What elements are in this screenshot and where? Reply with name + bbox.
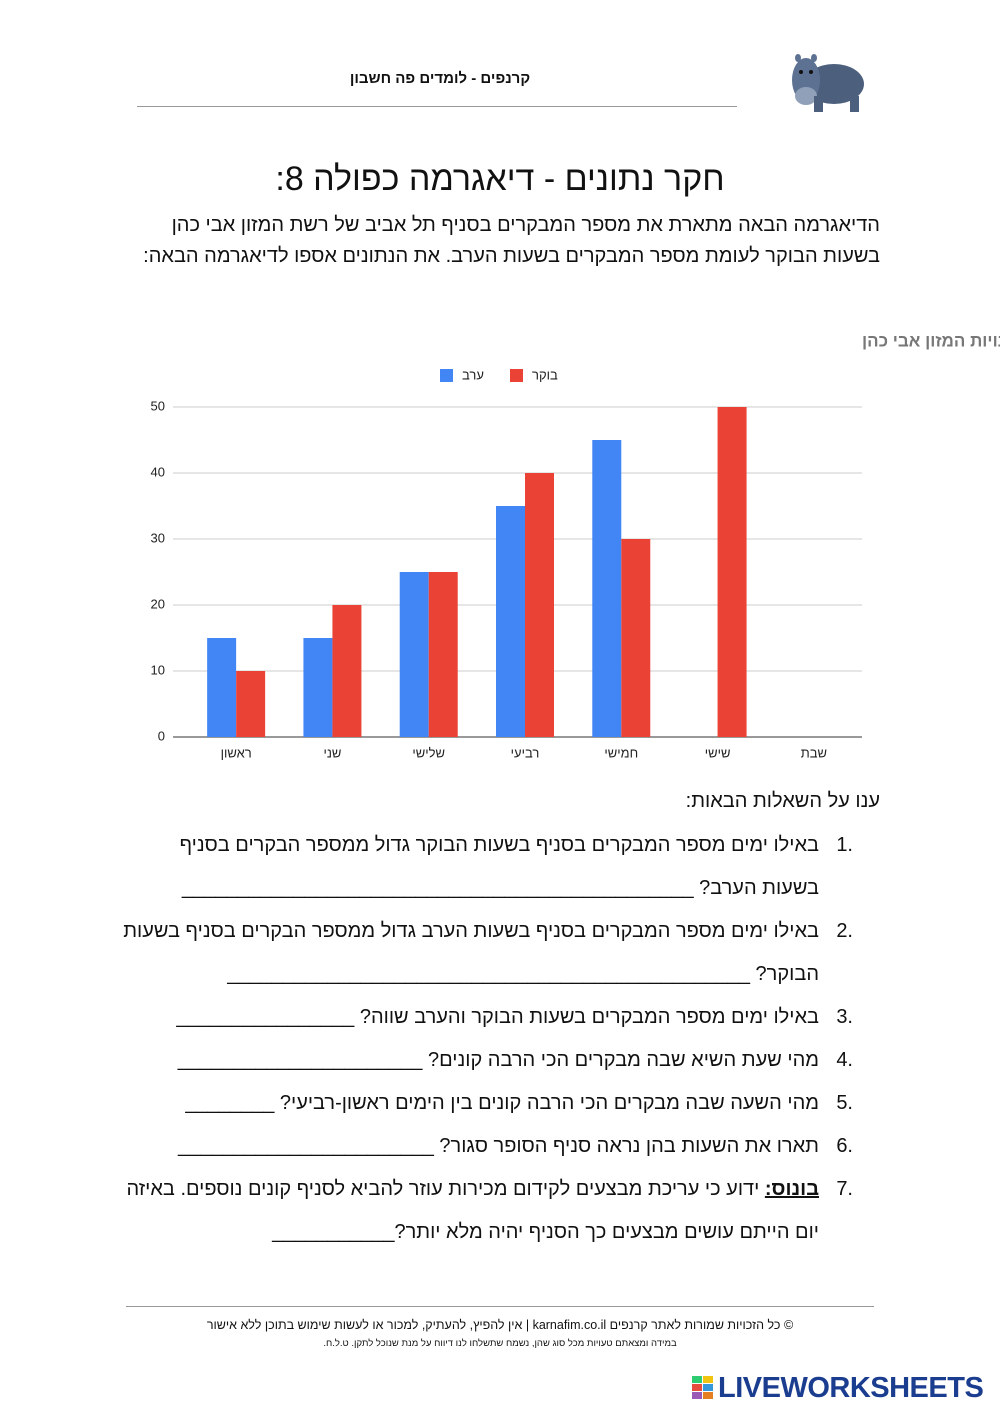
brand: LIVEWORKSHEETS — [718, 1372, 984, 1404]
bar — [399, 572, 429, 737]
question-body: מהי השעה שבה מבקרים הכי הרבה קונים בין ה… — [118, 1082, 819, 1125]
question-text: מהי השעה שבה מבקרים הכי הרבה קונים בין ה… — [185, 1092, 819, 1114]
y-tick-label: 40 — [151, 464, 165, 479]
bar — [592, 440, 622, 737]
legend-label: בוקר — [532, 367, 558, 382]
x-tick-label: חמישי — [604, 745, 638, 760]
x-tick-label: שלישי — [412, 745, 445, 760]
bar — [236, 671, 266, 737]
footer-note: במידה ומצאתם טעויות מכל סוג שהן, נשמח שת… — [323, 1338, 677, 1349]
y-tick-label: 50 — [151, 398, 165, 413]
chart: מספר המבקרים בשעות הבוקר והערב בסניף תל … — [151, 331, 1000, 760]
x-tick-label: שבת — [801, 745, 827, 760]
questions: 1. באילו ימים מספר המבקרים בסניף בשעות הב… — [118, 824, 853, 1254]
y-tick-label: 10 — [151, 662, 165, 677]
y-tick-label: 30 — [151, 530, 165, 545]
question-text: ידוע כי עריכת מבצעים לקידום מכירות עוזר … — [126, 1178, 819, 1243]
question-body: באילו ימים מספר המבקרים בשעות הבוקר והער… — [118, 996, 819, 1039]
question-number: 1. — [836, 834, 853, 856]
question: 4. מהי שעת השיא שבה מבקרים הכי הרבה קונים… — [118, 1039, 853, 1082]
y-tick-label: 20 — [151, 596, 165, 611]
footer-rule — [126, 1306, 874, 1307]
y-tick-label: 0 — [158, 728, 165, 743]
question-text: מהי שעת השיא שבה מבקרים הכי הרבה קונים? … — [177, 1049, 819, 1071]
question-text: באילו ימים מספר המבקרים בשעות הבוקר והער… — [176, 1006, 819, 1028]
intro: הדיאגרמה הבאה מתארת את מספר המבקרים בסני… — [143, 214, 880, 267]
question-text: באילו ימים מספר המבקרים בסניף בשעות הבוק… — [179, 834, 819, 899]
bar — [207, 638, 237, 737]
question-number: 5. — [836, 1092, 853, 1114]
question-number: 6. — [836, 1135, 853, 1157]
question: 2. באילו ימים מספר המבקרים בסניף בשעות הע… — [118, 910, 853, 996]
hippo-icon — [792, 54, 864, 112]
legend-swatch — [510, 369, 523, 382]
question-number: 2. — [836, 920, 853, 942]
questions-intro: ענו על השאלות הבאות: — [685, 790, 880, 812]
question-body: מהי שעת השיא שבה מבקרים הכי הרבה קונים? … — [118, 1039, 819, 1082]
question-text: באילו ימים מספר המבקרים בסניף בשעות הערב… — [123, 920, 819, 985]
question-body: בונוס: ידוע כי עריכת מבצעים לקידום מכירו… — [118, 1168, 819, 1254]
bar — [303, 638, 333, 737]
bar — [332, 605, 362, 737]
bar — [621, 539, 651, 737]
header-title: קרנפים - לומדים פה חשבון — [349, 70, 531, 87]
x-tick-label: ראשון — [221, 745, 252, 760]
x-tick-label: רביעי — [511, 745, 540, 760]
question-body: באילו ימים מספר המבקרים בסניף בשעות הבוק… — [118, 824, 819, 910]
bar — [496, 506, 525, 737]
question-number: 3. — [836, 1006, 853, 1028]
question-text: תארו את השעות בהן נראה סניף הסופר סגור? … — [178, 1135, 819, 1157]
legend-label: ערב — [462, 367, 484, 382]
question-label: בונוס: — [764, 1178, 819, 1200]
brand-logo — [692, 1376, 713, 1399]
bar — [717, 407, 747, 737]
question: 1. באילו ימים מספר המבקרים בסניף בשעות הב… — [118, 824, 853, 910]
x-tick-label: שישי — [705, 745, 731, 760]
question: 6. תארו את השעות בהן נראה סניף הסופר סגור… — [118, 1125, 853, 1168]
question: 7. בונוס: ידוע כי עריכת מבצעים לקידום מכי… — [118, 1168, 853, 1254]
legend-swatch — [440, 369, 453, 382]
page-title: חקר נתונים - דיאגרמה כפולה 8: — [275, 160, 725, 198]
question: 3. באילו ימים מספר המבקרים בשעות הבוקר וה… — [118, 996, 853, 1039]
bar — [525, 473, 554, 737]
x-tick-label: שני — [323, 745, 341, 760]
header-rule — [137, 106, 737, 107]
question-number: 7. — [836, 1178, 853, 1200]
footer-copyright: © כל הזכויות שמורות לאתר קרנפים karnafim… — [206, 1318, 794, 1332]
bar — [428, 572, 458, 737]
chart-title: מספר המבקרים בשעות הבוקר והערב בסניף תל … — [862, 331, 1000, 350]
question-body: באילו ימים מספר המבקרים בסניף בשעות הערב… — [118, 910, 819, 996]
question-number: 4. — [836, 1049, 853, 1071]
question-body: תארו את השעות בהן נראה סניף הסופר סגור? … — [118, 1125, 819, 1168]
question: 5. מהי השעה שבה מבקרים הכי הרבה קונים בין… — [118, 1082, 853, 1125]
